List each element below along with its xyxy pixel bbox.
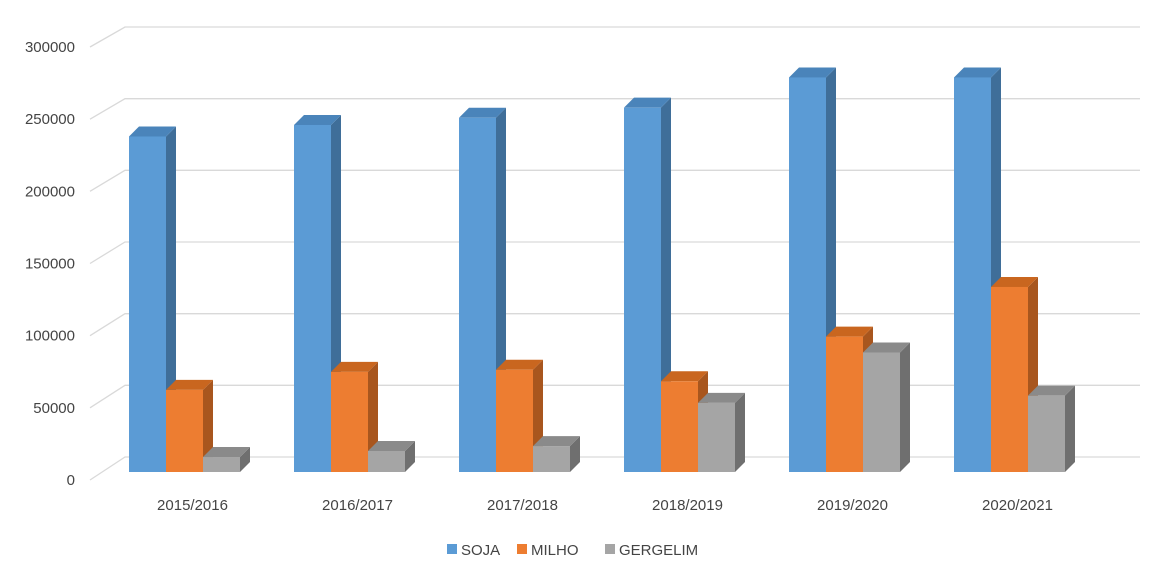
bar-soja [294, 114, 341, 473]
bar-front [698, 402, 735, 472]
bar-front [203, 457, 240, 472]
bar-top [496, 359, 543, 370]
x-tick-label: 2018/2019 [652, 497, 723, 514]
y-tick-label: 200000 [25, 183, 75, 200]
bar-front [533, 446, 570, 472]
bar-front [863, 352, 900, 472]
bar-front [129, 136, 166, 473]
bar-front [459, 117, 496, 472]
bar-top [203, 447, 250, 458]
bar-top [129, 126, 176, 137]
gridlines [89, 26, 1140, 481]
x-axis-ticks: 2015/2016 2016/2017 2017/2018 2018/2019 2019… [157, 497, 1053, 514]
bar-front [368, 450, 405, 472]
bar-top [991, 276, 1038, 287]
bar-side [1065, 385, 1075, 472]
bar-side [735, 392, 745, 472]
bar-side [240, 447, 250, 472]
bar-soja [624, 97, 671, 473]
gridline [89, 26, 1140, 48]
bar-milho [166, 379, 213, 472]
bar-top [624, 97, 671, 108]
bar-side [570, 436, 580, 472]
bar-gergelim [203, 447, 250, 472]
x-tick-label: 2016/2017 [322, 497, 393, 514]
legend-swatch [517, 544, 527, 554]
x-tick-label: 2015/2016 [157, 497, 228, 514]
bar-front [991, 286, 1028, 472]
bar-front [954, 77, 991, 472]
legend-label: MILHO [531, 542, 579, 559]
bar-front [1028, 395, 1065, 472]
bar-top [661, 371, 708, 382]
bar-front [624, 107, 661, 473]
bar-front [789, 77, 826, 472]
legend: SOJA MILHO GERGELIM [447, 542, 698, 559]
y-tick-label: 250000 [25, 111, 75, 128]
y-tick-label: 50000 [33, 400, 75, 417]
bar-top [698, 392, 745, 403]
bar-front [166, 389, 203, 472]
legend-swatch [605, 544, 615, 554]
bar-top [368, 440, 415, 451]
legend-label: SOJA [461, 542, 500, 559]
bar-front [826, 336, 863, 472]
bar-gergelim [698, 392, 745, 472]
bar-front [331, 371, 368, 472]
bar-front [661, 381, 698, 472]
bar-top [459, 107, 506, 118]
x-tick-label: 2019/2020 [817, 497, 888, 514]
bar-side [405, 440, 415, 472]
x-tick-label: 2020/2021 [982, 497, 1053, 514]
y-axis-ticks: 0 50000 100000 150000 200000 250000 300000 [25, 39, 75, 489]
bar-top [863, 342, 910, 353]
y-tick-label: 300000 [25, 39, 75, 56]
y-tick-label: 150000 [25, 256, 75, 273]
bar-top [294, 114, 341, 125]
bar-gergelim [863, 342, 910, 472]
bar-side [900, 342, 910, 472]
legend-label: GERGELIM [619, 542, 698, 559]
y-tick-label: 0 [67, 472, 75, 489]
bar-top [533, 436, 580, 447]
bar-gergelim [368, 440, 415, 472]
bar-top [331, 361, 378, 372]
bar-front [294, 124, 331, 473]
x-tick-label: 2017/2018 [487, 497, 558, 514]
bar-top [1028, 385, 1075, 396]
legend-swatch [447, 544, 457, 554]
bars [129, 67, 1075, 473]
bar-milho [826, 326, 873, 472]
bar-gergelim [1028, 385, 1075, 472]
y-tick-label: 100000 [25, 328, 75, 345]
bar-side [203, 379, 213, 472]
bar-top [826, 326, 873, 337]
bar-top [166, 379, 213, 390]
bar-gergelim [533, 436, 580, 472]
bar-front [496, 369, 533, 472]
bar-top [954, 67, 1001, 78]
bar-top [789, 67, 836, 78]
